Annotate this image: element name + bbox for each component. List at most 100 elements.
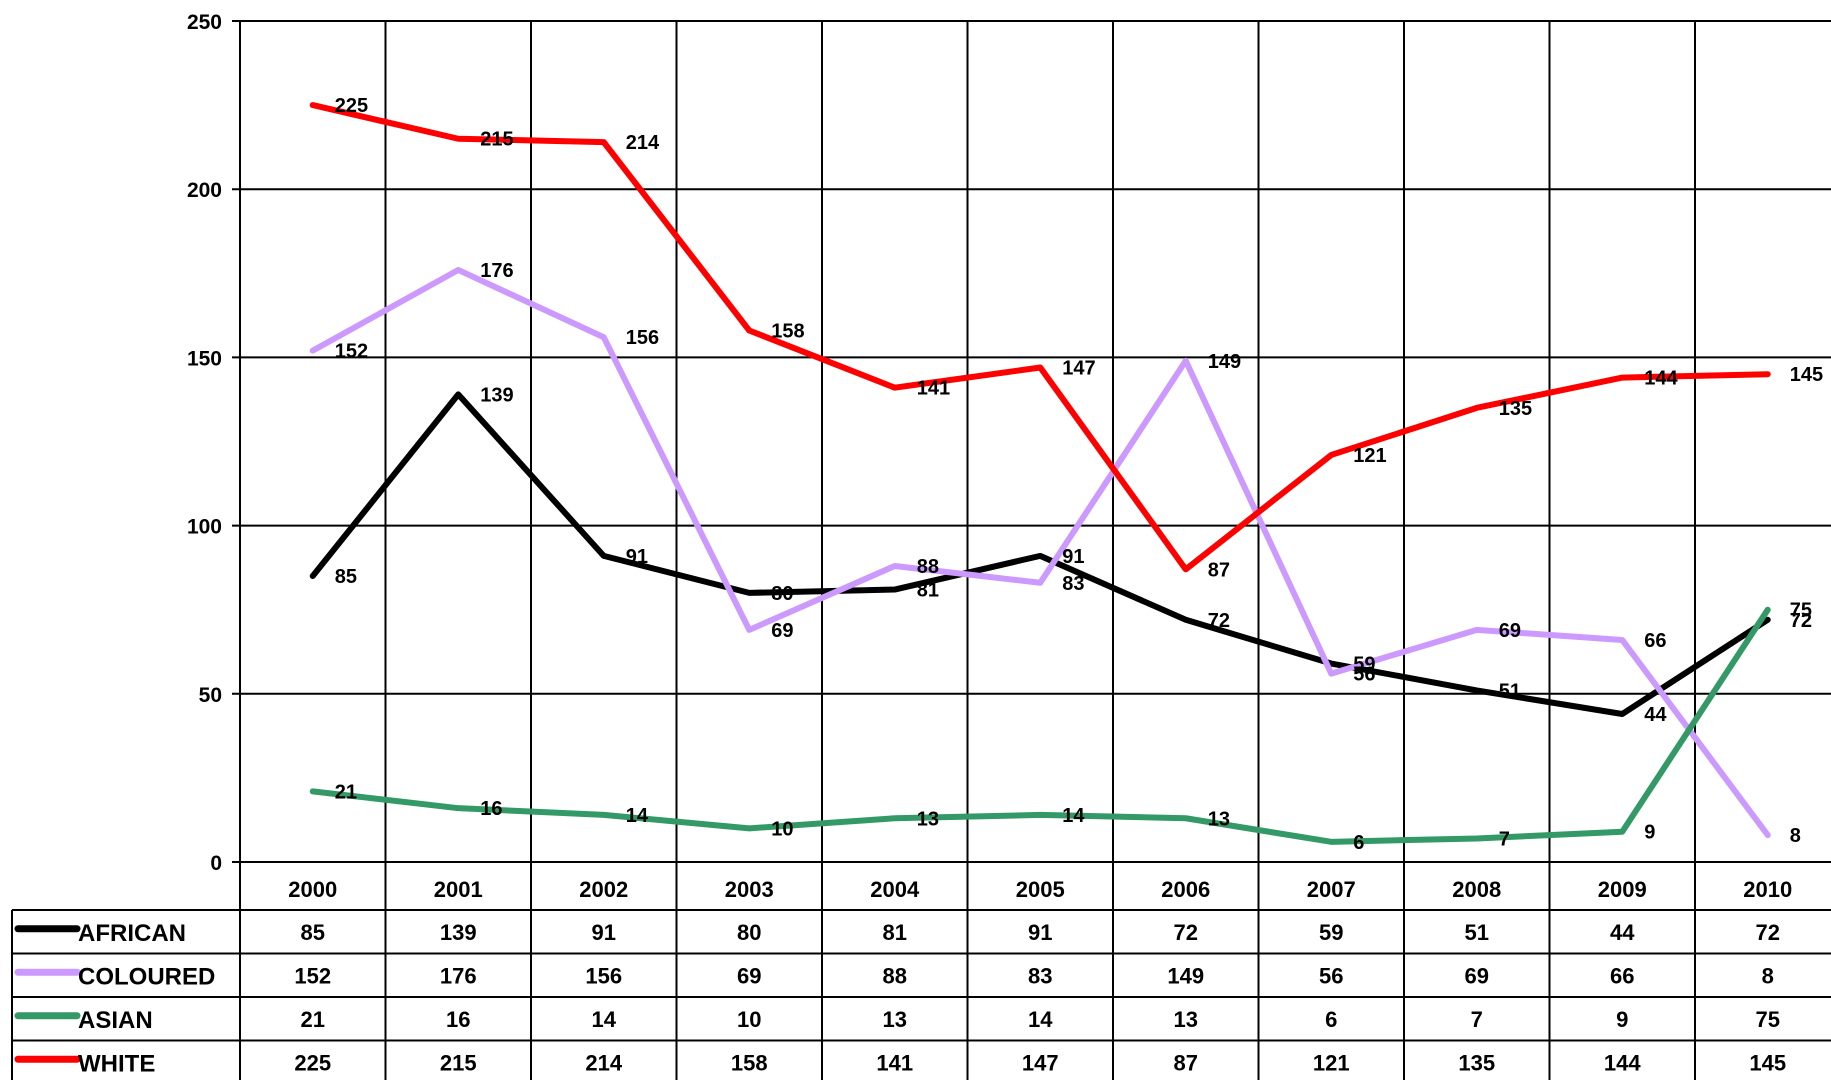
data-label-coloured: 88 (917, 556, 939, 578)
y-tick-label: 200 (187, 179, 222, 202)
data-label-white: 147 (1062, 357, 1095, 379)
data-label-white: 214 (626, 132, 660, 154)
x-tick-label: 2001 (434, 877, 483, 902)
data-label-asian: 9 (1644, 822, 1655, 844)
data-label-asian: 13 (1208, 808, 1230, 830)
table-cell: 80 (737, 920, 761, 945)
table-cell: 66 (1610, 963, 1634, 988)
x-tick-label: 2009 (1598, 877, 1647, 902)
data-label-asian: 16 (480, 798, 502, 820)
data-label-asian: 14 (1062, 805, 1085, 827)
table-cell: 156 (585, 963, 622, 988)
table-cell: 69 (737, 963, 761, 988)
table-cell: 16 (446, 1007, 470, 1032)
data-label-white: 141 (917, 378, 950, 400)
table-cell: 149 (1167, 963, 1204, 988)
table-cell: 225 (294, 1050, 331, 1075)
table-cell: 75 (1756, 1007, 1780, 1032)
series-line-asian (309, 606, 1771, 845)
table-cell: 9 (1616, 1007, 1628, 1032)
table-cell: 139 (440, 920, 477, 945)
grid: 0 50 100 150 200 250 (187, 11, 1831, 1080)
table-cell: 87 (1174, 1050, 1198, 1075)
data-label-coloured: 83 (1062, 573, 1084, 595)
data-label-coloured: 56 (1353, 664, 1375, 686)
series-line-coloured (309, 266, 1771, 839)
data-label-african: 139 (480, 384, 513, 406)
data-label-asian: 21 (335, 781, 357, 803)
table-cell: 91 (1028, 920, 1052, 945)
data-label-coloured: 8 (1790, 825, 1801, 847)
table-cell: 14 (1028, 1007, 1053, 1032)
data-label-coloured: 69 (1499, 620, 1521, 642)
table-cell: 69 (1465, 963, 1489, 988)
data-label-african: 85 (335, 566, 357, 588)
table-cell: 21 (301, 1007, 325, 1032)
data-label-coloured: 66 (1644, 630, 1666, 652)
data-label-asian: 13 (917, 808, 939, 830)
table-cell: 147 (1022, 1050, 1059, 1075)
table-cell: 72 (1174, 920, 1198, 945)
y-tick-label: 50 (199, 684, 222, 707)
x-tick-label: 2002 (579, 877, 628, 902)
table-cell: 72 (1756, 920, 1780, 945)
series-lines (309, 102, 1771, 845)
data-label-african: 44 (1644, 704, 1667, 726)
data-label-asian: 10 (771, 818, 793, 840)
series-line-african (309, 391, 1771, 717)
table-cell: 83 (1028, 963, 1052, 988)
table-cell: 152 (294, 963, 331, 988)
table-cell: 81 (883, 920, 907, 945)
data-label-white: 121 (1353, 445, 1386, 467)
series-name-african: AFRICAN (78, 920, 186, 947)
table-cell: 88 (883, 963, 907, 988)
table-cell: 158 (731, 1050, 768, 1075)
table-cell: 14 (592, 1007, 617, 1032)
x-tick-label: 2004 (870, 877, 920, 902)
data-label-coloured: 176 (480, 260, 513, 282)
table-cell: 144 (1604, 1050, 1641, 1075)
data-label-african: 80 (771, 583, 793, 605)
data-label-asian: 75 (1790, 600, 1812, 622)
y-tick-label: 100 (187, 516, 222, 539)
y-tick-label: 150 (187, 347, 222, 370)
table-cell: 85 (301, 920, 325, 945)
data-label-white: 225 (335, 95, 368, 117)
series-name-coloured: COLOURED (78, 963, 215, 990)
data-label-african: 51 (1499, 680, 1521, 702)
data-label-asian: 6 (1353, 832, 1364, 854)
table-cell: 91 (592, 920, 616, 945)
data-table: 2000 2001 2002 2003 2004 2005 2006 2007 2008 2009… (11, 877, 1831, 1080)
table-cell: 13 (883, 1007, 907, 1032)
x-tick-label: 2005 (1016, 877, 1065, 902)
y-tick-label: 250 (187, 11, 222, 34)
table-cell: 56 (1319, 963, 1343, 988)
data-label-white: 158 (771, 320, 804, 342)
table-cell: 6 (1325, 1007, 1337, 1032)
data-label-african: 59 (1353, 654, 1375, 676)
data-label-white: 215 (480, 129, 513, 151)
x-tick-label: 2007 (1307, 877, 1356, 902)
table-cell: 176 (440, 963, 477, 988)
table-cell: 51 (1465, 920, 1489, 945)
data-label-white: 135 (1499, 398, 1532, 420)
table-cell: 145 (1749, 1050, 1786, 1075)
data-label-african: 81 (917, 580, 939, 602)
table-cell: 135 (1458, 1050, 1495, 1075)
data-label-white: 144 (1644, 368, 1678, 390)
x-tick-label: 2010 (1743, 877, 1792, 902)
table-cell: 7 (1471, 1007, 1483, 1032)
data-label-white: 87 (1208, 559, 1230, 581)
data-label-asian: 14 (626, 805, 649, 827)
table-cell: 215 (440, 1050, 477, 1075)
table-cell: 10 (737, 1007, 761, 1032)
table-cell: 121 (1313, 1050, 1350, 1075)
data-label-coloured: 152 (335, 341, 368, 363)
table-cell: 44 (1610, 920, 1635, 945)
data-label-african: 91 (626, 546, 648, 568)
series-name-white: WHITE (78, 1050, 155, 1077)
series-name-asian: ASIAN (78, 1007, 153, 1034)
x-tick-label: 2008 (1452, 877, 1501, 902)
